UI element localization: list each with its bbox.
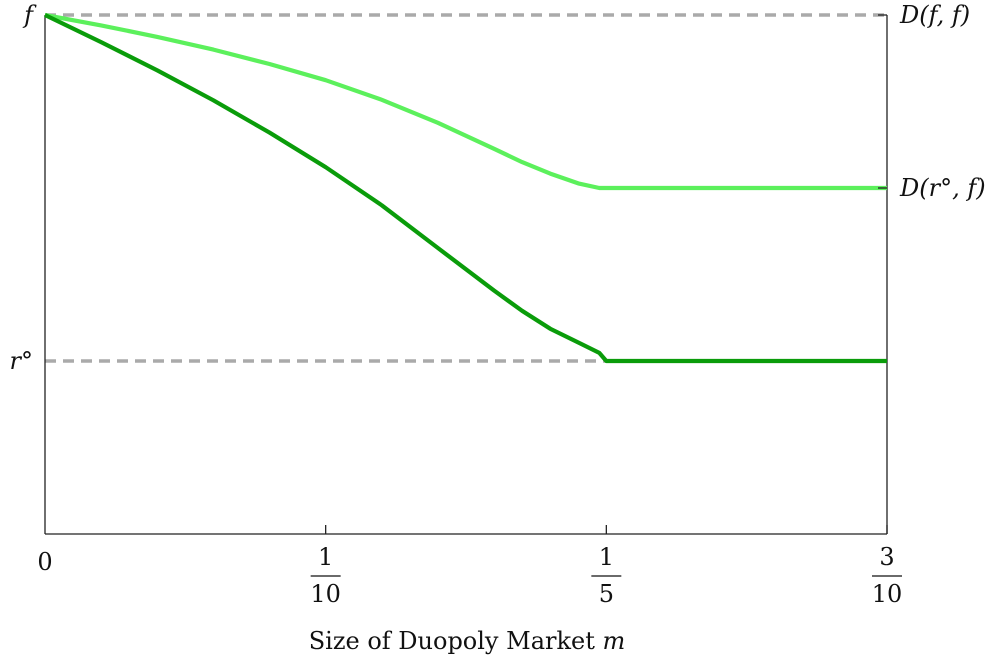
x-tick-denominator-1: 10: [310, 580, 341, 608]
x-axis-title: Size of Duopoly Market m: [309, 627, 626, 655]
y-tick-label-right-1: D(r°, f): [899, 174, 986, 202]
x-tick-denominator-2: 5: [599, 580, 614, 608]
series-lines: [44, 12, 887, 364]
series-line-1: [44, 13, 887, 364]
y-tick-label-left-0: f: [22, 1, 37, 29]
axes: [44, 15, 888, 535]
x-tick-numerator-1: 1: [318, 543, 333, 571]
x-tick-numerator-3: 3: [879, 543, 894, 571]
x-tick-numerator-2: 1: [599, 543, 614, 571]
y-tick-label-right-0: D(f, f): [899, 1, 970, 29]
reference-lines: [45, 13, 887, 363]
x-tick-label-0: 0: [37, 548, 52, 576]
x-tick-denominator-3: 10: [872, 580, 903, 608]
tick-labels: 0 1 10 1 5 3 10 f r° D(f, f) D(r°, f): [10, 1, 986, 608]
series-line-0: [44, 12, 887, 191]
y-tick-label-left-1: r°: [10, 347, 33, 375]
